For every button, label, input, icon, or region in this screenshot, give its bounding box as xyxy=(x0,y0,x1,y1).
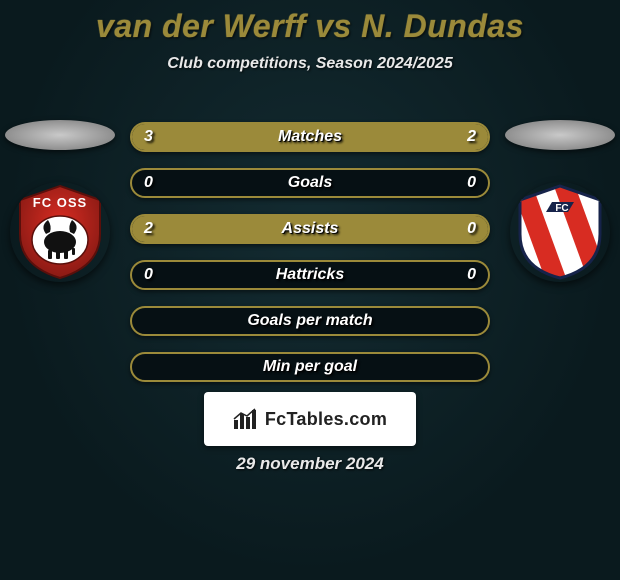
stat-value-left: 0 xyxy=(144,170,184,196)
stat-fill-left xyxy=(132,216,488,242)
stat-bar: 20Assists xyxy=(130,214,490,244)
svg-text:FC: FC xyxy=(555,203,568,214)
stat-bar: 0 0Hattricks xyxy=(130,260,490,290)
stat-fill-left xyxy=(132,124,346,150)
stat-label: Goals xyxy=(132,170,488,196)
stat-label: Min per goal xyxy=(132,354,488,380)
stat-value-right: 0 xyxy=(436,170,476,196)
player-right-column: FC xyxy=(500,120,620,282)
footer-date: 29 november 2024 xyxy=(0,454,620,474)
comparison-infographic: van der Werff vs N. Dundas Club competit… xyxy=(0,0,620,580)
stat-bar: 0 0Goals xyxy=(130,168,490,198)
player-silhouette-right xyxy=(505,120,615,150)
player-silhouette-left xyxy=(5,120,115,150)
stat-value-left: 0 xyxy=(144,262,184,288)
page-subtitle: Club competitions, Season 2024/2025 xyxy=(0,55,620,73)
club-badge-left: FC OSS xyxy=(10,182,110,282)
stat-bar: 32Matches xyxy=(130,122,490,152)
stat-fill-right xyxy=(346,124,488,150)
stat-bar: Goals per match xyxy=(130,306,490,336)
bar-chart-icon xyxy=(233,408,259,430)
page-title: van der Werff vs N. Dundas xyxy=(0,0,620,45)
svg-text:FC OSS: FC OSS xyxy=(33,195,87,210)
brand-box: FcTables.com xyxy=(204,392,416,446)
player-left-column: FC OSS xyxy=(0,120,120,282)
stat-label: Hattricks xyxy=(132,262,488,288)
club-badge-right: FC xyxy=(510,182,610,282)
brand-label: FcTables.com xyxy=(265,409,387,430)
stat-value-right: 0 xyxy=(436,262,476,288)
stat-bar: Min per goal xyxy=(130,352,490,382)
stat-label: Goals per match xyxy=(132,308,488,334)
stat-bars: 32Matches00Goals20Assists00HattricksGoal… xyxy=(130,122,490,382)
